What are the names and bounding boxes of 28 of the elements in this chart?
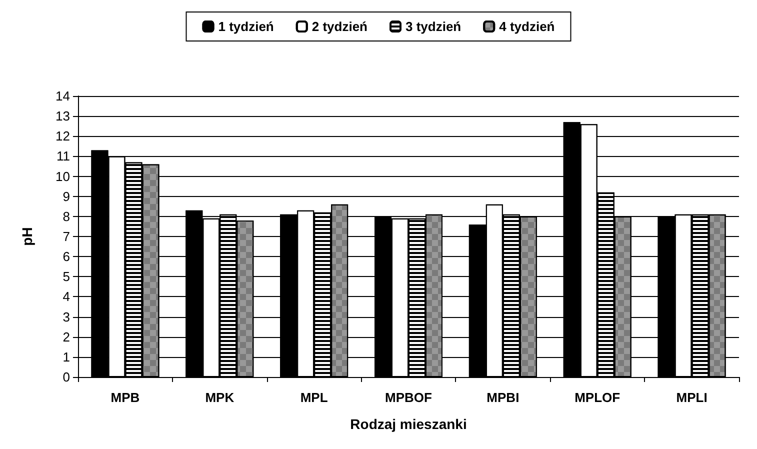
y-tick-label: 5 (62, 269, 70, 284)
x-axis-title: Rodzaj mieszanki (350, 416, 467, 432)
legend-label: 2 tydzień (312, 19, 368, 34)
y-tick-label: 10 (56, 168, 70, 184)
y-tick-label: 7 (62, 229, 70, 244)
x-tick-label: MPLI (676, 390, 708, 405)
y-tick-label: 4 (62, 289, 70, 304)
x-tick-label: MPBI (486, 390, 520, 405)
y-axis-title: pH (19, 227, 35, 246)
x-tick-label: MPLOF (574, 390, 620, 405)
x-tick-label: MPL (300, 390, 328, 405)
y-tick-label: 1 (62, 349, 70, 364)
legend-label: 4 tydzień (499, 19, 555, 34)
y-tick-label: 12 (56, 128, 70, 144)
legend-label: 3 tydzień (406, 19, 462, 34)
x-tick-label: MPB (110, 390, 140, 405)
y-tick-label: 9 (62, 188, 70, 204)
y-tick-label: 11 (56, 148, 70, 164)
x-tick-label: MPBOF (385, 390, 432, 405)
y-tick-label: 6 (62, 249, 70, 264)
y-tick-label: 2 (62, 329, 70, 344)
legend-label: 1 tydzień (218, 19, 274, 34)
y-tick-label: 3 (62, 309, 70, 324)
x-tick-label: MPK (205, 390, 235, 405)
y-tick-label: 14 (56, 88, 70, 104)
y-tick-label: 13 (56, 108, 70, 124)
y-tick-label: 8 (62, 208, 70, 224)
y-tick-label: 0 (62, 370, 70, 384)
